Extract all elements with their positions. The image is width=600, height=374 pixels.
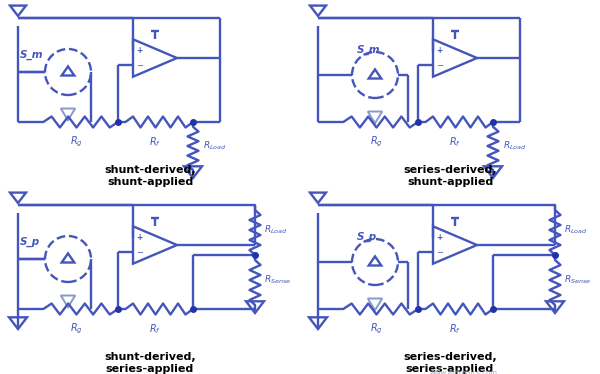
Text: $R_f$: $R_f$ xyxy=(449,135,461,149)
Text: $R_f$: $R_f$ xyxy=(449,322,461,336)
Text: $R_{Sense}$: $R_{Sense}$ xyxy=(564,274,591,286)
Text: $R_{Sense}$: $R_{Sense}$ xyxy=(264,274,291,286)
Text: shunt-derived,
shunt-applied: shunt-derived, shunt-applied xyxy=(104,165,196,187)
Text: S_m: S_m xyxy=(357,45,380,55)
Text: +: + xyxy=(436,233,442,242)
Text: S_m: S_m xyxy=(20,50,44,60)
Text: shunt-derived,
series-applied: shunt-derived, series-applied xyxy=(104,352,196,374)
Text: +: + xyxy=(436,46,442,55)
Text: series-derived,
series-applied: series-derived, series-applied xyxy=(403,352,497,374)
Text: www.alltronics.com: www.alltronics.com xyxy=(430,370,498,374)
Text: $R_{Load}$: $R_{Load}$ xyxy=(203,140,227,152)
Text: −: − xyxy=(436,61,443,70)
Text: −: − xyxy=(436,248,443,257)
Text: +: + xyxy=(136,233,142,242)
Text: $R_g$: $R_g$ xyxy=(70,135,83,149)
Text: $R_g$: $R_g$ xyxy=(370,135,383,149)
Text: $R_f$: $R_f$ xyxy=(149,322,161,336)
Text: $R_g$: $R_g$ xyxy=(370,322,383,336)
Text: +: + xyxy=(136,46,142,55)
Text: $R_f$: $R_f$ xyxy=(149,135,161,149)
Text: series-derived,
shunt-applied: series-derived, shunt-applied xyxy=(403,165,497,187)
Text: −: − xyxy=(136,61,143,70)
Text: S_p: S_p xyxy=(357,232,377,242)
Text: $R_{Load}$: $R_{Load}$ xyxy=(264,224,287,236)
Text: $R_{Load}$: $R_{Load}$ xyxy=(564,224,587,236)
Text: $R_{Load}$: $R_{Load}$ xyxy=(503,140,527,152)
Text: −: − xyxy=(136,248,143,257)
Text: $R_g$: $R_g$ xyxy=(70,322,83,336)
Text: S_p: S_p xyxy=(20,237,40,247)
